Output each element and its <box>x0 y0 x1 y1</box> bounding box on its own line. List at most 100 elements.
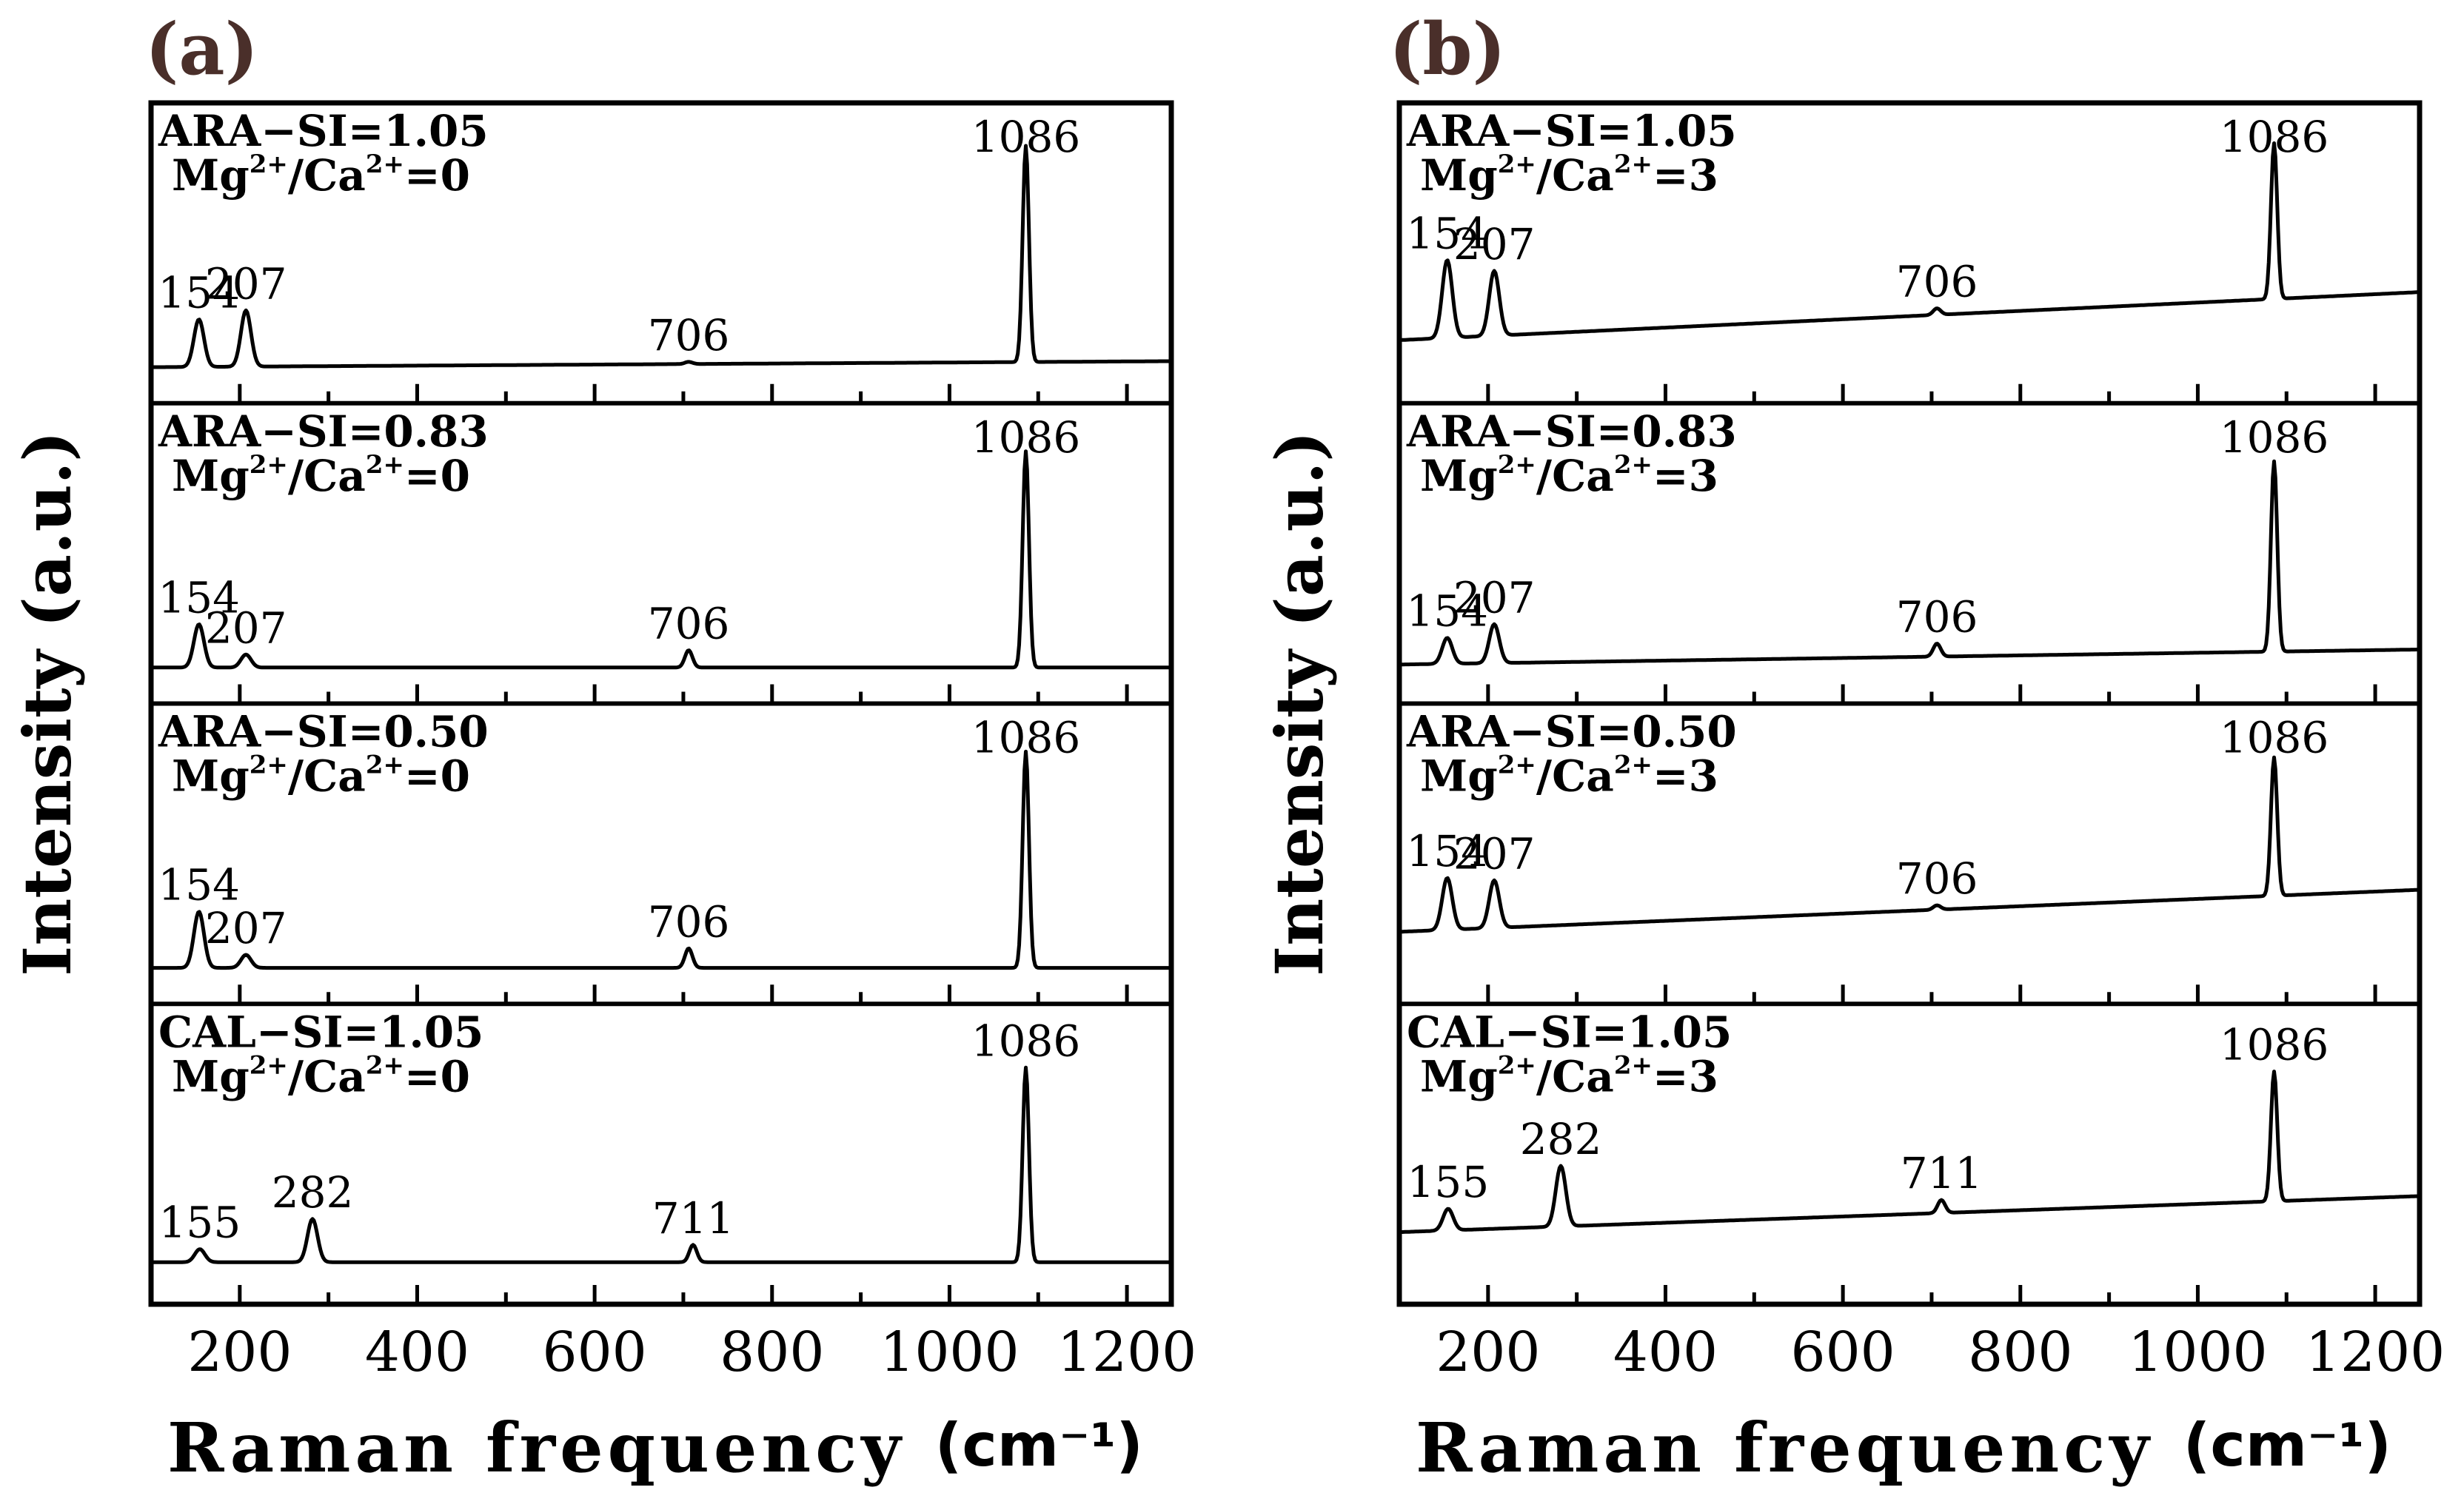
ion-ratio-part: 2+ <box>250 751 288 780</box>
peak-label: 282 <box>272 1167 354 1218</box>
peak-label: 154 <box>158 267 240 318</box>
panel-letter: (b) <box>1389 7 1506 91</box>
sample-label: CAL−SI=1.05 <box>1407 1007 1732 1057</box>
ion-ratio-part: /Ca <box>288 150 366 201</box>
spectrum-line <box>152 749 1172 970</box>
peak-label: 154 <box>1406 826 1488 876</box>
ion-ratio-part: /Ca <box>1536 1051 1614 1101</box>
ion-ratio-part: /Ca <box>1536 751 1614 802</box>
ion-ratio-part: =0 <box>404 150 470 201</box>
x-tick-label: 400 <box>365 1321 469 1384</box>
peak-label: 1086 <box>2220 713 2329 763</box>
ion-ratio-label: Mg2+/Ca2+=3 <box>1420 751 1718 802</box>
ion-ratio-part: =3 <box>1653 1051 1718 1101</box>
peak-label: 1086 <box>2220 1020 2329 1070</box>
peak-label: 711 <box>652 1193 734 1244</box>
spectrum-line <box>1400 459 2420 667</box>
panel-b: (b)1542077061086ARA−SI=1.05Mg2+/Ca2+=315… <box>1261 7 2445 1488</box>
ion-ratio-label: Mg2+/Ca2+=0 <box>172 150 470 201</box>
x-tick-label: 800 <box>1968 1321 2072 1384</box>
x-tick-label: 200 <box>187 1321 292 1384</box>
ion-ratio-part: 2+ <box>366 1050 404 1080</box>
x-axis-title: Raman frequency <box>167 1408 905 1488</box>
y-axis-title: Intensity (a.u.) <box>1261 431 1338 976</box>
sample-label: ARA−SI=0.83 <box>158 406 489 457</box>
ion-ratio-part: Mg <box>172 1051 250 1101</box>
x-tick-label: 600 <box>1791 1321 1895 1384</box>
ion-ratio-part: 2+ <box>1498 150 1536 179</box>
ion-ratio-part: Mg <box>172 451 250 501</box>
peak-label: 154 <box>158 572 240 623</box>
x-axis-unit: (cm⁻¹) <box>2183 1411 2391 1480</box>
ion-ratio-part: 2+ <box>366 150 404 179</box>
peak-label: 1086 <box>971 1016 1081 1066</box>
ion-ratio-label: Mg2+/Ca2+=3 <box>1420 150 1718 201</box>
ion-ratio-part: =0 <box>404 751 470 802</box>
ion-ratio-part: /Ca <box>1536 150 1614 201</box>
x-tick-label: 600 <box>543 1321 647 1384</box>
plot-frame <box>1396 100 2423 1307</box>
ion-ratio-part: 2+ <box>1614 751 1653 780</box>
ion-ratio-part: =0 <box>404 451 470 501</box>
peak-label: 207 <box>205 258 287 309</box>
spectrum-line <box>1400 141 2420 342</box>
ion-ratio-label: Mg2+/Ca2+=0 <box>172 450 470 501</box>
peak-label: 207 <box>1453 572 1536 623</box>
ion-ratio-part: 2+ <box>250 1050 288 1080</box>
ion-ratio-part: Mg <box>172 150 250 201</box>
peak-label: 154 <box>158 860 240 910</box>
x-axis-unit: (cm⁻¹) <box>935 1411 1143 1480</box>
spectrum-line <box>152 449 1172 670</box>
x-tick-label: 800 <box>720 1321 824 1384</box>
sample-label: ARA−SI=0.83 <box>1406 406 1737 457</box>
ion-ratio-part: 2+ <box>1498 450 1536 480</box>
ion-ratio-part: 2+ <box>1498 751 1536 780</box>
ion-ratio-part: Mg <box>1420 150 1498 201</box>
ion-ratio-part: 2+ <box>1614 450 1653 480</box>
ion-ratio-part: Mg <box>1420 751 1498 802</box>
sample-label: CAL−SI=1.05 <box>158 1007 483 1057</box>
sample-label: ARA−SI=1.05 <box>1406 106 1737 156</box>
ion-ratio-part: =0 <box>404 1051 470 1101</box>
spectrum-line <box>1400 755 2420 934</box>
y-axis-title: Intensity (a.u.) <box>9 431 86 976</box>
peak-label: 154 <box>1406 208 1488 258</box>
ion-ratio-part: /Ca <box>288 751 366 802</box>
peak-label: 1086 <box>971 412 1081 463</box>
ion-ratio-part: =3 <box>1653 150 1718 201</box>
peak-label: 706 <box>1896 257 1978 307</box>
ion-ratio-label: Mg2+/Ca2+=3 <box>1420 1050 1718 1101</box>
panel-letter: (a) <box>145 7 258 91</box>
ion-ratio-part: Mg <box>1420 1051 1498 1101</box>
peak-label: 207 <box>205 903 287 953</box>
peak-label: 207 <box>1453 219 1536 269</box>
ion-ratio-part: /Ca <box>288 451 366 501</box>
peak-label: 155 <box>159 1198 241 1248</box>
x-tick-label: 1200 <box>1057 1321 1196 1384</box>
peak-label: 706 <box>1896 853 1978 904</box>
sample-label: ARA−SI=0.50 <box>158 707 489 757</box>
peak-label: 706 <box>1896 592 1978 642</box>
ion-ratio-part: 2+ <box>366 450 404 480</box>
x-tick-label: 200 <box>1436 1321 1540 1384</box>
sample-label: ARA−SI=1.05 <box>158 106 489 156</box>
peak-label: 207 <box>1453 828 1536 879</box>
x-tick-label: 400 <box>1613 1321 1718 1384</box>
ion-ratio-label: Mg2+/Ca2+=3 <box>1420 450 1718 501</box>
x-tick-label: 1000 <box>2128 1321 2267 1384</box>
ion-ratio-part: Mg <box>1420 451 1498 501</box>
ion-ratio-part: Mg <box>172 751 250 802</box>
ion-ratio-part: 2+ <box>250 450 288 480</box>
ion-ratio-part: 2+ <box>1498 1050 1536 1080</box>
spectrum-line <box>152 144 1172 369</box>
peak-label: 1086 <box>2220 412 2329 463</box>
ion-ratio-part: =3 <box>1653 751 1718 802</box>
x-axis-title: Raman frequency <box>1416 1408 2154 1488</box>
panel-a: (a)1542077061086ARA−SI=1.05Mg2+/Ca2+=015… <box>9 7 1196 1488</box>
